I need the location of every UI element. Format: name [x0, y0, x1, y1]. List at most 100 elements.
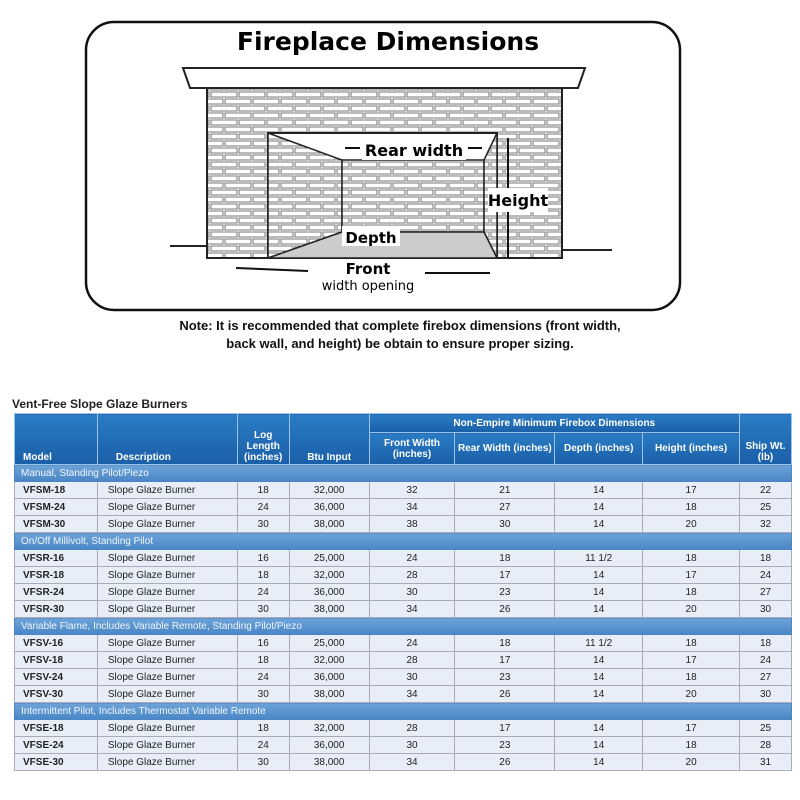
cell-height: 18 [642, 549, 740, 567]
note-line-1: Note: It is recommended that complete fi… [179, 318, 621, 333]
cell-ship-weight: 28 [739, 736, 792, 754]
cell-rear-width: 30 [454, 515, 556, 533]
cell-front-width: 28 [368, 651, 456, 669]
cell-btu: 36,000 [288, 668, 370, 686]
cell-btu: 36,000 [288, 736, 370, 754]
cell-model: VFSR-18 [14, 566, 98, 584]
cell-ship-weight: 18 [739, 549, 792, 567]
cell-front-width: 30 [368, 668, 456, 686]
cell-height: 18 [642, 498, 740, 516]
cell-description: Slope Glaze Burner [96, 651, 238, 669]
front-label: Front [346, 260, 391, 278]
cell-front-width: 32 [368, 481, 456, 499]
cell-depth: 14 [554, 481, 644, 499]
cell-log-length: 30 [236, 515, 290, 533]
group-label: Manual, Standing Pilot/Piezo [14, 464, 792, 482]
group-label: Intermittent Pilot, Includes Thermostat … [14, 702, 792, 720]
cell-depth: 14 [554, 515, 644, 533]
table-row: VFSV-24 Slope Glaze Burner 24 36,000 30 23 14 1… [14, 668, 792, 686]
cell-model: VFSE-24 [14, 736, 98, 754]
cell-height: 17 [642, 566, 740, 584]
front-sub-label: width opening [322, 279, 415, 294]
cell-front-width: 28 [368, 719, 456, 737]
cell-model: VFSE-18 [14, 719, 98, 737]
cell-btu: 38,000 [288, 685, 370, 703]
cell-depth: 11 1/2 [554, 549, 644, 567]
cell-ship-weight: 18 [739, 634, 792, 652]
cell-front-width: 34 [368, 753, 456, 771]
cell-log-length: 24 [236, 668, 290, 686]
group-row: Variable Flame, Includes Variable Remote… [14, 617, 792, 635]
cell-description: Slope Glaze Burner [96, 685, 238, 703]
burner-table: Model Description Log Length (inches) Bt… [14, 413, 792, 771]
rear-width-label: Rear width [365, 141, 463, 160]
depth-label: Depth [345, 229, 396, 247]
cell-depth: 14 [554, 583, 644, 601]
cell-description: Slope Glaze Burner [96, 736, 238, 754]
cell-description: Slope Glaze Burner [96, 668, 238, 686]
cell-depth: 14 [554, 719, 644, 737]
cell-model: VFSV-30 [14, 685, 98, 703]
cell-model: VFSM-24 [14, 498, 98, 516]
cell-ship-weight: 24 [739, 566, 792, 584]
cell-depth: 11 1/2 [554, 634, 644, 652]
group-label: On/Off Millivolt, Standing Pilot [14, 532, 792, 550]
cell-btu: 36,000 [288, 498, 370, 516]
cell-description: Slope Glaze Burner [96, 583, 238, 601]
cell-depth: 14 [554, 736, 644, 754]
cell-log-length: 24 [236, 583, 290, 601]
cell-ship-weight: 30 [739, 600, 792, 618]
cell-btu: 25,000 [288, 634, 370, 652]
cell-log-length: 16 [236, 549, 290, 567]
cell-btu: 32,000 [288, 719, 370, 737]
cell-front-width: 24 [368, 549, 456, 567]
header-btu: Btu Input [288, 413, 370, 465]
cell-front-width: 28 [368, 566, 456, 584]
cell-rear-width: 23 [454, 668, 556, 686]
cell-log-length: 24 [236, 498, 290, 516]
table-row: VFSM-18 Slope Glaze Burner 18 32,000 32 21 14 1… [14, 481, 792, 499]
cell-front-width: 38 [368, 515, 456, 533]
cell-depth: 14 [554, 566, 644, 584]
cell-model: VFSV-24 [14, 668, 98, 686]
cell-model: VFSR-16 [14, 549, 98, 567]
cell-btu: 36,000 [288, 583, 370, 601]
cell-front-width: 34 [368, 685, 456, 703]
cell-rear-width: 23 [454, 736, 556, 754]
cell-ship-weight: 32 [739, 515, 792, 533]
cell-model: VFSM-30 [14, 515, 98, 533]
cell-model: VFSE-30 [14, 753, 98, 771]
cell-height: 17 [642, 651, 740, 669]
cell-description: Slope Glaze Burner [96, 719, 238, 737]
cell-depth: 14 [554, 498, 644, 516]
cell-btu: 25,000 [288, 549, 370, 567]
cell-description: Slope Glaze Burner [96, 515, 238, 533]
cell-btu: 32,000 [288, 566, 370, 584]
table-row: VFSR-18 Slope Glaze Burner 18 32,000 28 17 14 1… [14, 566, 792, 584]
cell-height: 18 [642, 583, 740, 601]
table-row: VFSE-18 Slope Glaze Burner 18 32,000 28 17 14 1… [14, 719, 792, 737]
header-height: Height (inches) [642, 432, 740, 465]
header-rear-width: Rear Width (inches) [454, 432, 556, 465]
mantel [181, 67, 587, 89]
cell-ship-weight: 27 [739, 668, 792, 686]
cell-height: 18 [642, 736, 740, 754]
group-row: Manual, Standing Pilot/Piezo [14, 464, 792, 482]
cell-rear-width: 17 [454, 651, 556, 669]
cell-ship-weight: 25 [739, 498, 792, 516]
cell-ship-weight: 24 [739, 651, 792, 669]
cell-rear-width: 18 [454, 549, 556, 567]
cell-height: 20 [642, 515, 740, 533]
note-line-2: back wall, and height) be obtain to ensu… [226, 336, 574, 351]
fireplace-diagram: Fireplace Dimensions Rear width Height D… [84, 20, 682, 312]
cell-ship-weight: 22 [739, 481, 792, 499]
cell-description: Slope Glaze Burner [96, 566, 238, 584]
cell-description: Slope Glaze Burner [96, 753, 238, 771]
table-title: Vent-Free Slope Glaze Burners [12, 397, 188, 411]
cell-model: VFSV-16 [14, 634, 98, 652]
table-row: VFSV-18 Slope Glaze Burner 18 32,000 28 17 14 1… [14, 651, 792, 669]
cell-height: 17 [642, 481, 740, 499]
header-depth: Depth (inches) [554, 432, 644, 465]
cell-rear-width: 17 [454, 566, 556, 584]
header-front-width: Front Width (inches) [368, 432, 456, 465]
